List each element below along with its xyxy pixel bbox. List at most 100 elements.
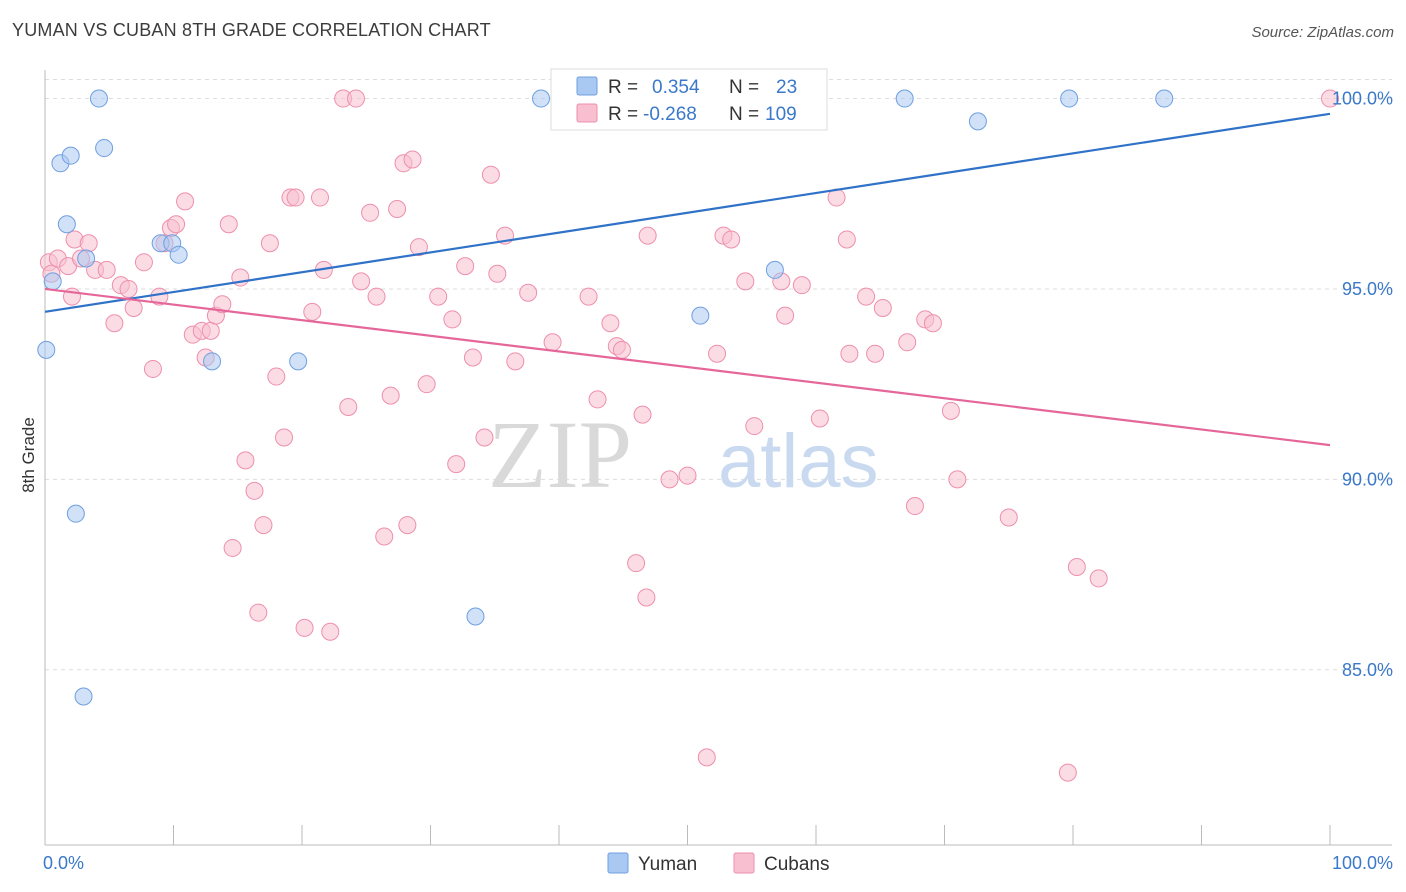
cuban-point xyxy=(1058,763,1077,782)
cuban-point xyxy=(295,618,314,637)
cuban-point xyxy=(361,203,380,222)
cuban-point xyxy=(543,333,562,352)
cuban-point xyxy=(201,321,220,340)
cuban-point xyxy=(905,497,924,516)
cuban-point xyxy=(443,310,462,329)
yuman-point xyxy=(77,249,96,268)
cuban-point xyxy=(97,260,116,279)
bottom-swatch-cubans xyxy=(733,852,755,874)
cuban-point xyxy=(119,279,138,298)
cuban-point xyxy=(588,390,607,409)
yuman-point xyxy=(37,340,56,359)
yuman-point xyxy=(66,504,85,523)
yuman-point xyxy=(289,352,308,371)
x-tick-labels: 0.0% 100.0% xyxy=(43,853,1393,873)
yuman-point xyxy=(89,89,108,108)
cuban-point xyxy=(866,344,885,363)
cuban-point xyxy=(638,226,657,245)
cuban-point xyxy=(627,554,646,573)
axes xyxy=(44,70,1392,846)
yuman-point xyxy=(203,352,222,371)
x-tick-label: 100.0% xyxy=(1332,853,1393,873)
chart-title: YUMAN VS CUBAN 8TH GRADE CORRELATION CHA… xyxy=(12,20,491,40)
y-tick-label: 100.0% xyxy=(1332,89,1393,109)
cuban-point xyxy=(519,283,538,302)
cuban-point xyxy=(456,257,475,276)
yuman-point xyxy=(895,89,914,108)
cuban-point xyxy=(463,348,482,367)
cuban-point xyxy=(254,516,273,535)
cuban-point xyxy=(134,253,153,272)
bottom-legend-yuman: Yuman xyxy=(638,854,697,875)
cuban-point xyxy=(488,264,507,283)
cuban-point xyxy=(923,314,942,333)
cuban-point xyxy=(398,516,417,535)
cuban-point xyxy=(697,748,716,767)
yuman-point xyxy=(74,687,93,706)
cuban-point xyxy=(219,215,238,234)
cuban-point xyxy=(176,192,195,211)
cuban-point xyxy=(948,470,967,489)
cuban-point xyxy=(124,299,143,318)
cuban-point xyxy=(249,603,268,622)
cuban-point xyxy=(633,405,652,424)
legend-r-value-cubans: -0.268 xyxy=(643,104,697,125)
cuban-point xyxy=(79,234,98,253)
cuban-point xyxy=(236,451,255,470)
cuban-point xyxy=(388,199,407,218)
yuman-point xyxy=(1060,89,1079,108)
cuban-point xyxy=(167,215,186,234)
yuman-point xyxy=(968,112,987,131)
cubans-trend-line xyxy=(44,287,1331,447)
cuban-point xyxy=(417,375,436,394)
cuban-point xyxy=(260,234,279,253)
cuban-point xyxy=(792,276,811,295)
cuban-point xyxy=(375,527,394,546)
cuban-point xyxy=(637,588,656,607)
cuban-point xyxy=(837,230,856,249)
yuman-point xyxy=(169,245,188,264)
yuman-point xyxy=(1155,89,1174,108)
cuban-point xyxy=(579,287,598,306)
cuban-point xyxy=(352,272,371,291)
legend-r-label: R = xyxy=(608,77,638,98)
cuban-point xyxy=(776,306,795,325)
cuban-point xyxy=(339,398,358,417)
legend-n-value-cubans: 109 xyxy=(765,104,797,125)
cuban-point xyxy=(898,333,917,352)
yuman-point xyxy=(61,146,80,165)
cubans-points xyxy=(39,89,1339,782)
yuman-point xyxy=(466,607,485,626)
cuban-point xyxy=(660,470,679,489)
bottom-swatch-yuman xyxy=(607,852,629,874)
y-tick-label: 90.0% xyxy=(1342,469,1393,489)
cuban-point xyxy=(999,508,1018,527)
watermark-zip: ZIP xyxy=(488,401,632,508)
cuban-point xyxy=(506,352,525,371)
cuban-point xyxy=(286,188,305,207)
cuban-point xyxy=(736,272,755,291)
yuman-point xyxy=(532,89,551,108)
cuban-point xyxy=(303,302,322,321)
legend-r-label: R = xyxy=(608,104,638,125)
cuban-point xyxy=(213,295,232,314)
cuban-point xyxy=(310,188,329,207)
cuban-point xyxy=(143,359,162,378)
yuman-point xyxy=(691,306,710,325)
legend-r-value-yuman: 0.354 xyxy=(652,77,700,98)
cuban-point xyxy=(708,344,727,363)
cuban-point xyxy=(857,287,876,306)
legend-n-label: N = xyxy=(729,77,759,98)
cuban-point xyxy=(403,150,422,169)
cuban-point xyxy=(1089,569,1108,588)
cuban-point xyxy=(367,287,386,306)
legend-swatch-cubans xyxy=(576,103,598,123)
cuban-point xyxy=(840,344,859,363)
legend-n-value-yuman: 23 xyxy=(776,77,797,98)
trend-lines xyxy=(44,112,1331,447)
y-axis-label: 8th Grade xyxy=(19,417,38,493)
x-tick-label: 0.0% xyxy=(43,853,84,873)
legend-swatch-yuman xyxy=(576,76,598,96)
cuban-point xyxy=(346,89,365,108)
